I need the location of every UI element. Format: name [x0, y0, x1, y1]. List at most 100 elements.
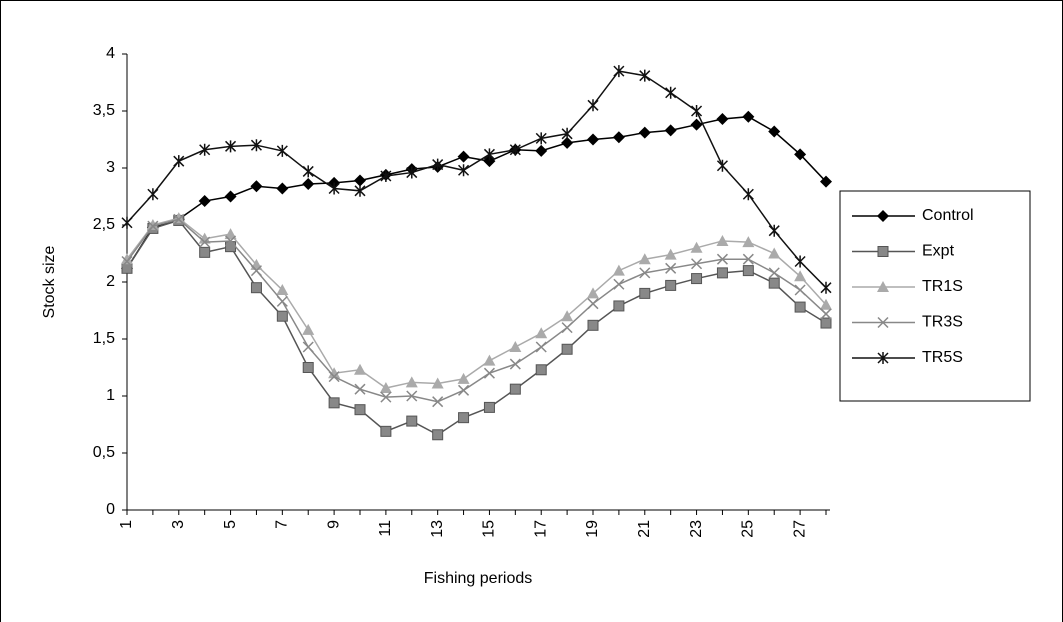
- y-axis-title: Stock size: [41, 245, 58, 318]
- data-point: [379, 382, 392, 394]
- data-point: [225, 241, 237, 253]
- data-point: [820, 175, 832, 188]
- data-point: [302, 362, 314, 373]
- data-point: [587, 99, 599, 112]
- legend-marker: [877, 352, 889, 364]
- data-point: [354, 404, 366, 416]
- y-tick-label: 0: [106, 501, 115, 518]
- data-point: [820, 298, 832, 310]
- data-point: [535, 327, 548, 339]
- data-point: [690, 241, 703, 253]
- data-point: [406, 166, 418, 179]
- data-point: [458, 164, 470, 177]
- legend-label: Expt: [922, 243, 955, 260]
- data-point: [173, 213, 185, 225]
- data-point: [354, 383, 366, 395]
- data-point: [535, 132, 547, 145]
- data-point: [742, 253, 754, 265]
- data-point: [561, 136, 574, 149]
- data-point: [509, 143, 521, 156]
- data-point: [121, 255, 133, 268]
- data-point: [768, 125, 781, 138]
- data-point: [406, 415, 418, 427]
- data-point: [302, 323, 315, 335]
- data-point: [354, 184, 366, 197]
- data-point: [276, 295, 288, 307]
- data-point: [768, 267, 780, 279]
- data-point: [561, 127, 573, 140]
- data-point: [276, 144, 288, 157]
- y-tick-label: 1,5: [93, 330, 115, 347]
- data-point: [794, 301, 806, 313]
- data-point: [691, 273, 703, 285]
- data-point: [224, 190, 237, 203]
- data-point: [406, 390, 418, 402]
- data-point: [612, 131, 625, 144]
- data-point: [432, 396, 444, 408]
- x-tick-label: 23: [688, 520, 705, 538]
- data-point: [794, 270, 807, 282]
- x-tick-label: 13: [429, 520, 446, 538]
- data-point: [716, 112, 729, 125]
- data-point: [794, 148, 807, 161]
- data-point: [432, 158, 444, 171]
- y-tick-label: 0,5: [93, 444, 115, 461]
- data-point: [483, 354, 496, 366]
- data-point: [768, 224, 780, 237]
- x-tick-label: 25: [740, 520, 757, 538]
- data-point: [198, 232, 211, 244]
- data-point: [613, 300, 625, 312]
- data-point: [613, 278, 625, 290]
- data-point: [691, 105, 703, 117]
- data-point: [328, 371, 340, 383]
- data-point: [147, 188, 159, 201]
- data-point: [535, 341, 547, 353]
- data-point: [199, 246, 211, 258]
- y-tick-label: 2,5: [93, 216, 115, 233]
- legend-marker: [877, 316, 889, 329]
- x-tick-label: 9: [325, 520, 342, 529]
- y-tick-label: 1: [106, 387, 115, 404]
- data-point: [198, 195, 211, 208]
- data-point: [250, 139, 262, 152]
- data-point: [147, 220, 159, 232]
- data-point: [716, 253, 728, 265]
- data-point: [742, 265, 754, 277]
- data-point: [612, 264, 625, 276]
- x-tick-label: 1: [118, 520, 135, 529]
- data-point: [716, 234, 729, 246]
- data-point: [483, 148, 495, 161]
- x-tick-label: 7: [274, 520, 291, 529]
- data-point: [690, 118, 703, 131]
- series-line: [126, 115, 827, 269]
- data-point: [561, 322, 573, 334]
- data-point: [613, 65, 625, 78]
- data-point: [380, 169, 392, 182]
- x-tick-label: 11: [377, 520, 394, 537]
- data-point: [639, 287, 651, 299]
- data-point: [638, 253, 651, 265]
- data-point: [587, 287, 599, 299]
- data-point: [276, 283, 289, 295]
- data-point: [328, 397, 340, 409]
- data-point: [405, 376, 418, 388]
- x-tick-label: 5: [222, 520, 239, 529]
- data-point: [742, 236, 755, 248]
- x-tick-label: 27: [791, 520, 808, 538]
- data-point: [328, 182, 340, 195]
- data-point: [742, 188, 754, 201]
- data-point: [742, 110, 755, 123]
- data-point: [639, 267, 651, 279]
- data-point: [276, 182, 289, 195]
- legend-label: TR5S: [922, 349, 963, 366]
- data-point: [561, 310, 574, 322]
- data-point: [302, 177, 315, 190]
- data-point: [121, 216, 133, 229]
- x-axis-title: Fishing periods: [424, 570, 533, 587]
- legend-label: Control: [922, 207, 974, 224]
- data-point: [716, 267, 728, 279]
- data-point: [483, 367, 495, 379]
- data-point: [250, 265, 262, 277]
- data-point: [250, 180, 263, 193]
- data-point: [664, 248, 677, 260]
